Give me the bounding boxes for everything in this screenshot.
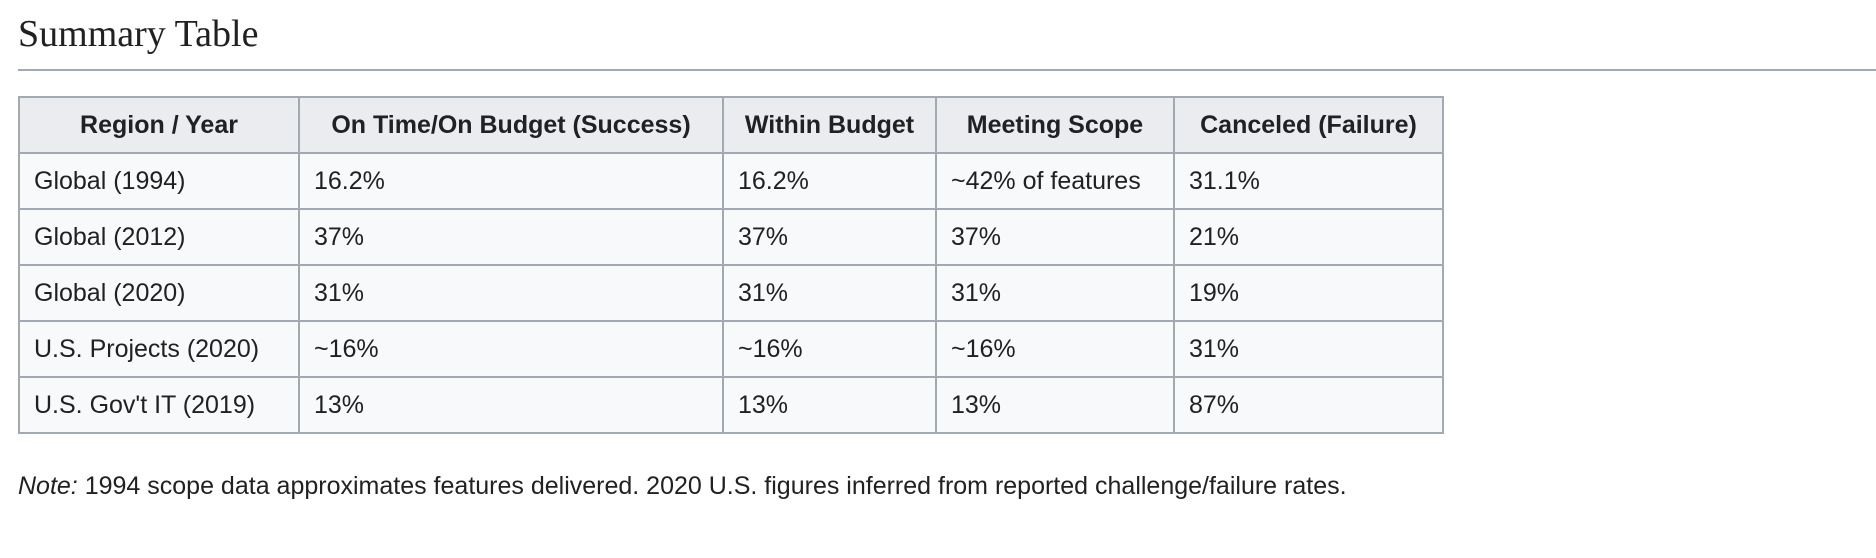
- summary-table: Region / Year On Time/On Budget (Success…: [18, 96, 1444, 434]
- article-content: Summary Table Region / Year On Time/On B…: [18, 0, 1876, 502]
- cell-region: U.S. Gov't IT (2019): [18, 376, 300, 434]
- cell-canceled: 21%: [1173, 208, 1444, 266]
- cell-meeting-scope: 37%: [935, 208, 1175, 266]
- cell-within-budget: ~16%: [722, 320, 937, 378]
- footnote-label: Note:: [18, 472, 78, 500]
- page-title: Summary Table: [18, 0, 1876, 71]
- table-row: Global (2020) 31% 31% 31% 19%: [18, 264, 1444, 322]
- cell-meeting-scope: 13%: [935, 376, 1175, 434]
- column-header-within-budget: Within Budget: [722, 96, 937, 154]
- cell-success: 13%: [298, 376, 724, 434]
- table-row: Global (2012) 37% 37% 37% 21%: [18, 208, 1444, 266]
- cell-region: U.S. Projects (2020): [18, 320, 300, 378]
- footnote: Note: 1994 scope data approximates featu…: [18, 470, 1876, 502]
- cell-within-budget: 13%: [722, 376, 937, 434]
- table-row: U.S. Gov't IT (2019) 13% 13% 13% 87%: [18, 376, 1444, 434]
- cell-success: ~16%: [298, 320, 724, 378]
- table-row: Global (1994) 16.2% 16.2% ~42% of featur…: [18, 152, 1444, 210]
- cell-canceled: 19%: [1173, 264, 1444, 322]
- cell-success: 37%: [298, 208, 724, 266]
- cell-meeting-scope: ~42% of features: [935, 152, 1175, 210]
- cell-within-budget: 31%: [722, 264, 937, 322]
- cell-region: Global (2012): [18, 208, 300, 266]
- cell-success: 16.2%: [298, 152, 724, 210]
- footnote-text: 1994 scope data approximates features de…: [84, 472, 1347, 500]
- cell-canceled: 31%: [1173, 320, 1444, 378]
- table-row: U.S. Projects (2020) ~16% ~16% ~16% 31%: [18, 320, 1444, 378]
- cell-canceled: 87%: [1173, 376, 1444, 434]
- cell-meeting-scope: 31%: [935, 264, 1175, 322]
- column-header-canceled: Canceled (Failure): [1173, 96, 1444, 154]
- cell-meeting-scope: ~16%: [935, 320, 1175, 378]
- column-header-region-year: Region / Year: [18, 96, 300, 154]
- cell-region: Global (1994): [18, 152, 300, 210]
- cell-canceled: 31.1%: [1173, 152, 1444, 210]
- cell-within-budget: 37%: [722, 208, 937, 266]
- cell-success: 31%: [298, 264, 724, 322]
- column-header-meeting-scope: Meeting Scope: [935, 96, 1175, 154]
- column-header-on-time-on-budget: On Time/On Budget (Success): [298, 96, 724, 154]
- cell-region: Global (2020): [18, 264, 300, 322]
- table-header-row: Region / Year On Time/On Budget (Success…: [18, 96, 1444, 154]
- cell-within-budget: 16.2%: [722, 152, 937, 210]
